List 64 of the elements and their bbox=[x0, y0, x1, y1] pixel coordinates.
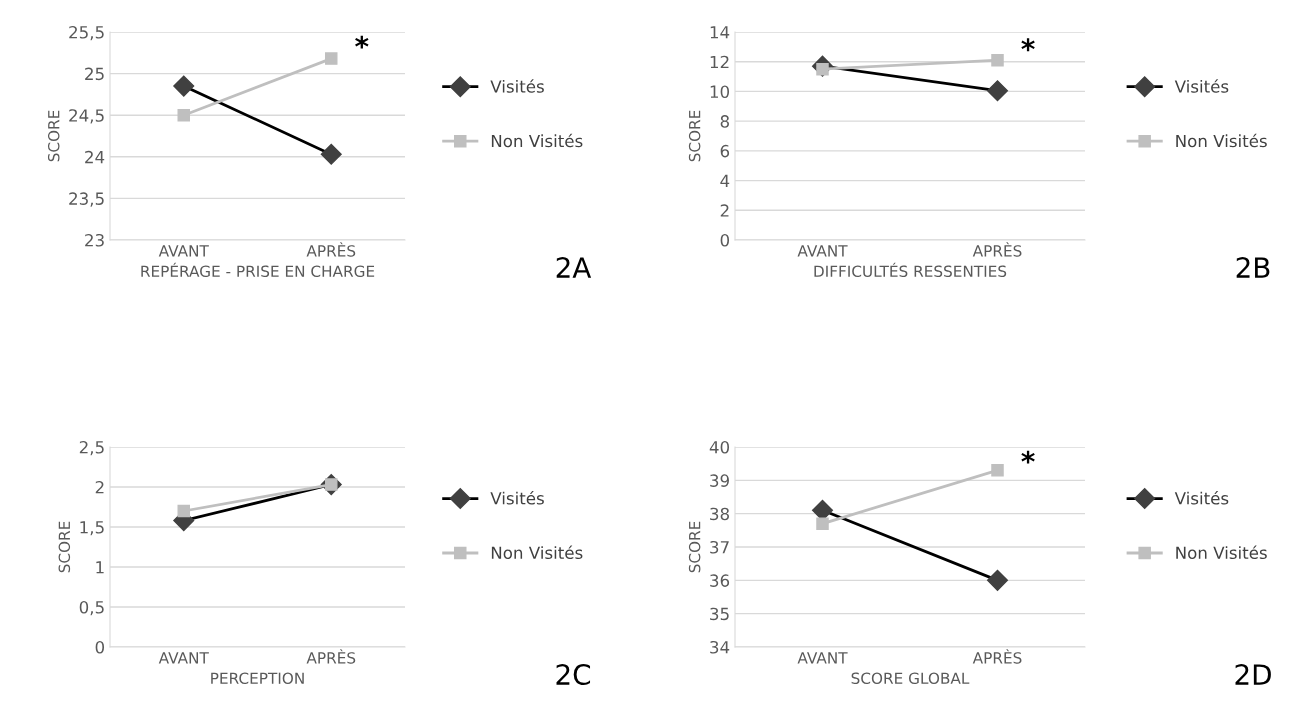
y-axis-title: SCORE bbox=[688, 521, 701, 573]
y-tick-label: 8 bbox=[720, 115, 729, 128]
legend-label: Visités bbox=[490, 79, 544, 93]
y-tick-label: 36 bbox=[710, 574, 730, 587]
legend-label: Non Visités bbox=[1176, 545, 1267, 560]
text: 2A bbox=[556, 257, 592, 278]
point bbox=[324, 52, 338, 65]
y-tick-label: 35 bbox=[710, 607, 729, 621]
y-tick-label: 37 bbox=[710, 540, 729, 554]
legend-label: Visités bbox=[1174, 79, 1229, 93]
point bbox=[991, 464, 1004, 477]
text: 2D bbox=[1235, 664, 1271, 685]
x-tick-label: AVANT bbox=[158, 245, 209, 257]
x-tick-label: AVANT bbox=[158, 652, 209, 664]
x-axis-title: SCORE GLOBAL bbox=[851, 672, 970, 685]
y-tick-label: 2,5 bbox=[79, 440, 104, 456]
y-tick-label: 1,5 bbox=[80, 521, 104, 536]
legend-label: Visités bbox=[1174, 491, 1229, 505]
y-axis-title: SCORE bbox=[688, 110, 701, 162]
y-axis-title: SCORE bbox=[58, 521, 71, 573]
text: 2B bbox=[1236, 257, 1270, 278]
y-tick-label: 10 bbox=[710, 85, 730, 98]
annotation: * bbox=[1021, 38, 1035, 52]
text: 2C bbox=[556, 664, 591, 686]
point bbox=[991, 53, 1004, 67]
x-tick-label: APRÈS bbox=[306, 649, 356, 664]
y-tick-label: 0,5 bbox=[79, 600, 104, 616]
y-tick-label: 39 bbox=[710, 474, 729, 487]
x-axis-title: REPÉRAGE - PRISE EN CHARGE bbox=[141, 262, 375, 278]
x-tick-label: AVANT bbox=[797, 652, 848, 664]
annotation: * bbox=[355, 35, 369, 49]
y-tick-label: 24 bbox=[85, 150, 105, 164]
y-tick-label: 6 bbox=[720, 144, 730, 158]
point bbox=[177, 108, 191, 122]
y-tick-label: 12 bbox=[710, 55, 729, 69]
y-tick-label: 2 bbox=[95, 480, 104, 494]
legend-label: Non Visités bbox=[491, 545, 583, 560]
y-tick-label: 0 bbox=[95, 640, 105, 654]
legend-label: Non Visités bbox=[1176, 133, 1267, 148]
point bbox=[177, 504, 191, 518]
y-tick-label: 24,5 bbox=[69, 109, 104, 124]
y-tick-label: 0 bbox=[720, 233, 730, 247]
x-tick-label: APRÈS bbox=[972, 649, 1022, 664]
x-axis-title: DIFFICULTÉS RESSENTIES bbox=[814, 262, 1007, 278]
y-tick-label: 25 bbox=[85, 67, 104, 81]
legend-label: Visités bbox=[490, 491, 544, 505]
y-tick-label: 34 bbox=[710, 640, 730, 654]
x-tick-label: APRÈS bbox=[972, 242, 1022, 257]
y-tick-label: 38 bbox=[710, 507, 729, 521]
y-tick-label: 4 bbox=[720, 174, 730, 187]
y-tick-label: 2 bbox=[720, 204, 729, 217]
annotation: * bbox=[1021, 450, 1035, 464]
y-tick-label: 1 bbox=[96, 561, 104, 574]
y-tick-label: 25,5 bbox=[69, 25, 104, 41]
legend-label: Non Visités bbox=[491, 133, 583, 148]
point bbox=[816, 517, 829, 530]
y-tick-label: 14 bbox=[710, 26, 730, 39]
x-tick-label: APRÈS bbox=[306, 242, 356, 257]
y-tick-label: 23 bbox=[85, 233, 104, 247]
y-tick-label: 23,5 bbox=[69, 192, 104, 207]
x-axis-title: PERCEPTION bbox=[211, 672, 304, 685]
y-axis-title: SCORE bbox=[47, 110, 60, 162]
x-tick-label: AVANT bbox=[797, 245, 848, 257]
y-tick-label: 40 bbox=[709, 440, 730, 454]
